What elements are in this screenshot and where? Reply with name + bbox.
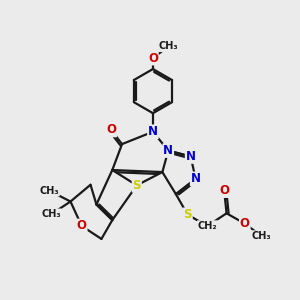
Text: O: O (77, 220, 87, 232)
Text: N: N (163, 144, 173, 157)
Text: CH₂: CH₂ (198, 221, 217, 231)
Text: CH₃: CH₃ (41, 209, 61, 219)
Text: CH₃: CH₃ (158, 41, 178, 51)
Text: S: S (183, 208, 192, 221)
Text: CH₃: CH₃ (251, 231, 271, 241)
Text: O: O (219, 184, 229, 197)
Text: O: O (240, 217, 250, 230)
Text: N: N (186, 150, 196, 163)
Text: O: O (148, 52, 158, 64)
Text: O: O (106, 124, 116, 136)
Text: CH₃: CH₃ (40, 186, 59, 196)
Text: N: N (190, 172, 201, 185)
Text: N: N (148, 125, 158, 138)
Text: S: S (133, 179, 141, 192)
